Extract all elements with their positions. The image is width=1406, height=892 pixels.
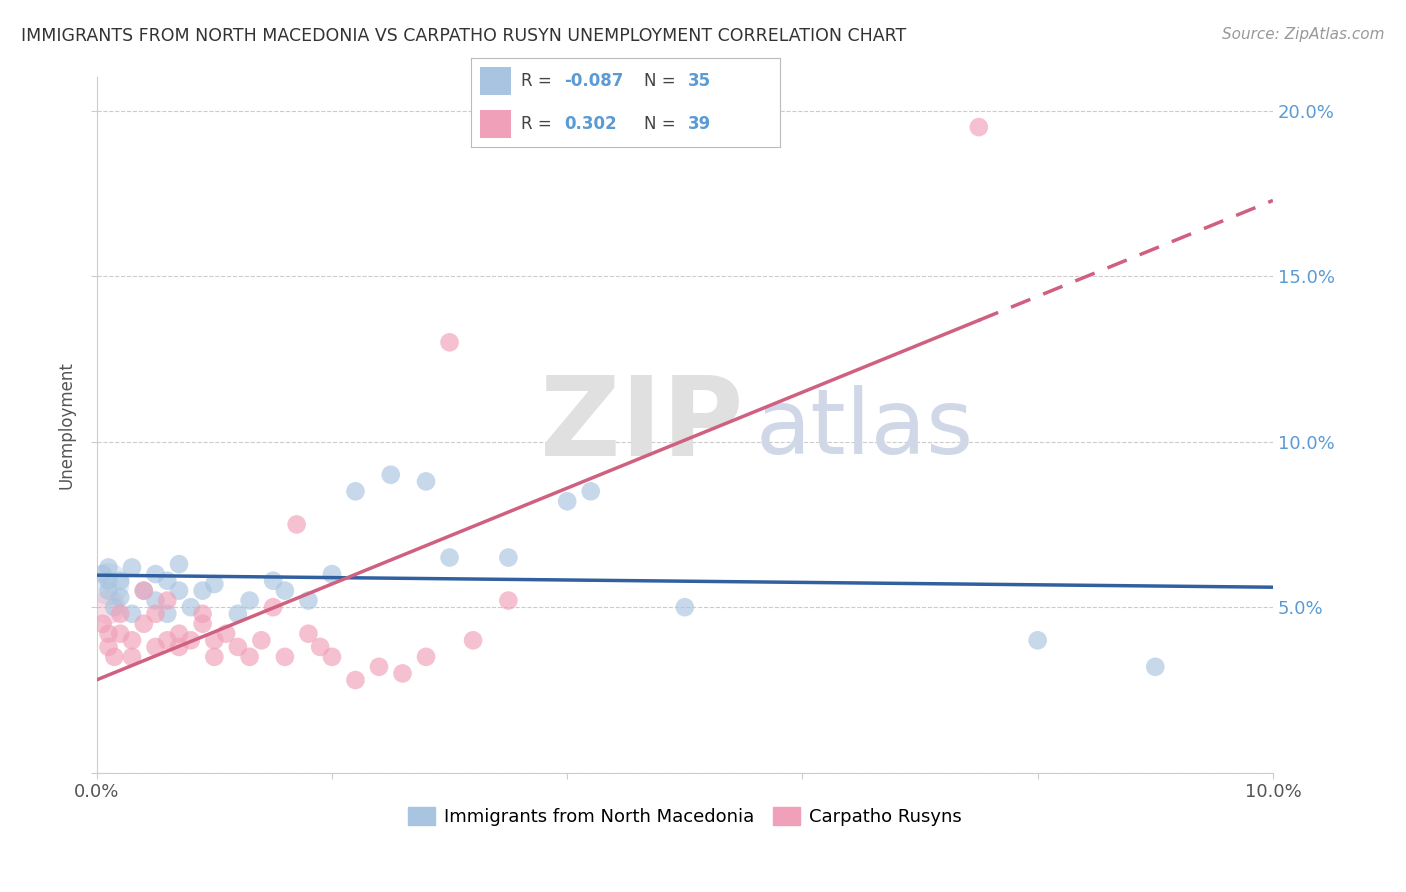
Point <box>498 550 520 565</box>
Legend: Immigrants from North Macedonia, Carpatho Rusyns: Immigrants from North Macedonia, Carpath… <box>401 799 969 833</box>
Point <box>239 593 262 607</box>
Point <box>967 120 990 134</box>
Point <box>415 649 437 664</box>
Point <box>97 577 120 591</box>
Point <box>274 649 297 664</box>
Point <box>103 649 125 664</box>
Point <box>91 616 114 631</box>
Point <box>145 567 167 582</box>
Point <box>156 574 179 588</box>
Point <box>110 607 132 621</box>
Point <box>156 593 179 607</box>
Point <box>110 626 132 640</box>
Point <box>439 335 461 350</box>
Point <box>132 583 155 598</box>
Point <box>97 640 120 654</box>
Text: R =: R = <box>520 115 557 133</box>
Text: atlas: atlas <box>755 384 973 473</box>
Text: -0.087: -0.087 <box>564 72 623 90</box>
Point <box>97 583 120 598</box>
Point <box>121 560 143 574</box>
Point <box>202 633 225 648</box>
Point <box>391 666 413 681</box>
Point <box>156 633 179 648</box>
Point <box>344 673 367 687</box>
Point <box>121 607 143 621</box>
Y-axis label: Unemployment: Unemployment <box>58 361 75 489</box>
Text: 0.302: 0.302 <box>564 115 616 133</box>
Point <box>97 600 120 615</box>
Point <box>321 567 343 582</box>
Point <box>1026 633 1049 648</box>
Point <box>368 660 391 674</box>
Point <box>1144 660 1167 674</box>
Point <box>262 574 284 588</box>
Point <box>191 607 214 621</box>
Point <box>262 600 284 615</box>
Point <box>145 640 167 654</box>
Point <box>673 600 696 615</box>
Point <box>579 484 602 499</box>
Text: Source: ZipAtlas.com: Source: ZipAtlas.com <box>1222 27 1385 42</box>
Point <box>167 557 190 571</box>
Point <box>145 593 167 607</box>
Text: R =: R = <box>520 72 557 90</box>
Point <box>202 577 225 591</box>
Point <box>132 583 155 598</box>
Point <box>110 574 132 588</box>
Point <box>344 484 367 499</box>
Point <box>191 616 214 631</box>
Text: ZIP: ZIP <box>540 372 744 479</box>
Text: N =: N = <box>644 115 681 133</box>
Point <box>167 583 190 598</box>
Point <box>239 649 262 664</box>
Point <box>103 600 125 615</box>
Point <box>439 550 461 565</box>
Point <box>285 517 308 532</box>
Point <box>156 607 179 621</box>
Bar <box>481 110 512 138</box>
Point <box>321 649 343 664</box>
Point <box>91 567 114 582</box>
Text: 35: 35 <box>688 72 710 90</box>
Point <box>297 593 319 607</box>
Point <box>415 475 437 489</box>
Point <box>167 640 190 654</box>
Bar <box>481 67 512 95</box>
Point <box>121 649 143 664</box>
Point <box>226 607 249 621</box>
Point <box>180 600 202 615</box>
Point <box>97 626 120 640</box>
Point <box>132 616 155 631</box>
Text: IMMIGRANTS FROM NORTH MACEDONIA VS CARPATHO RUSYN UNEMPLOYMENT CORRELATION CHART: IMMIGRANTS FROM NORTH MACEDONIA VS CARPA… <box>21 27 907 45</box>
Point <box>380 467 402 482</box>
Point <box>555 494 578 508</box>
Point <box>226 640 249 654</box>
Text: 39: 39 <box>688 115 711 133</box>
Point <box>97 560 120 574</box>
Point <box>110 591 132 605</box>
Point <box>461 633 484 648</box>
Point <box>191 583 214 598</box>
Point <box>202 649 225 664</box>
Point <box>167 626 190 640</box>
Point <box>309 640 332 654</box>
Point <box>145 607 167 621</box>
Point <box>121 633 143 648</box>
Point <box>180 633 202 648</box>
Text: N =: N = <box>644 72 681 90</box>
Point <box>297 626 319 640</box>
Point <box>274 583 297 598</box>
Point <box>498 593 520 607</box>
Point <box>215 626 238 640</box>
Point <box>250 633 273 648</box>
Point <box>97 574 120 588</box>
